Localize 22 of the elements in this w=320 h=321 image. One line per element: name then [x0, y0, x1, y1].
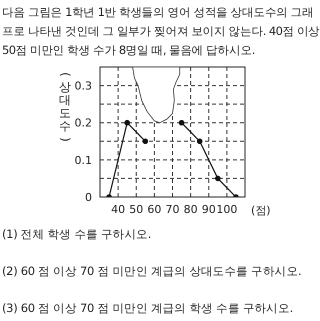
- x-axis-title: (점): [251, 204, 271, 217]
- x-tick-label: 90: [202, 202, 216, 216]
- x-tick-label: 70: [166, 202, 180, 216]
- text: (3) 60 점 이상 70 점 미만인 계급의 학생 수를 구하시오.: [2, 301, 293, 316]
- chart-title: 다음 그림은 1학년 1반 학생들의 영어 성적을 상대도수의 그래프로 나타낸 것인데 그 일부가 찢어져 보이지 않는다. 40점 이상 50점 미만인 학생 수가 8명일 때, 물음에 답하시오.: [2, 4, 320, 59]
- y-tick-label: 0: [85, 190, 92, 204]
- text: (2) 60 점 이상 70 점 미만인 계급의 상대도수를 구하시오.: [2, 264, 302, 279]
- y-tick-label: 0.1: [74, 154, 92, 167]
- x-tick-label: 100: [216, 202, 238, 216]
- y-axis-title: (상대도수): [58, 71, 72, 144]
- y-tick-label: 0.2: [74, 116, 92, 130]
- text: (1) 전체 학생 수를 구하시오.: [2, 227, 152, 242]
- point: [142, 138, 148, 144]
- y-tick-label: 0.3: [74, 79, 92, 92]
- point: [196, 138, 202, 144]
- point: [215, 176, 221, 182]
- x-tick-label: 50: [129, 202, 144, 216]
- point: [178, 120, 184, 126]
- x-tick-label: 80: [184, 202, 198, 216]
- x-tick-label: 40: [111, 202, 126, 216]
- x-tick-label: 60: [147, 202, 162, 216]
- point: [124, 120, 130, 126]
